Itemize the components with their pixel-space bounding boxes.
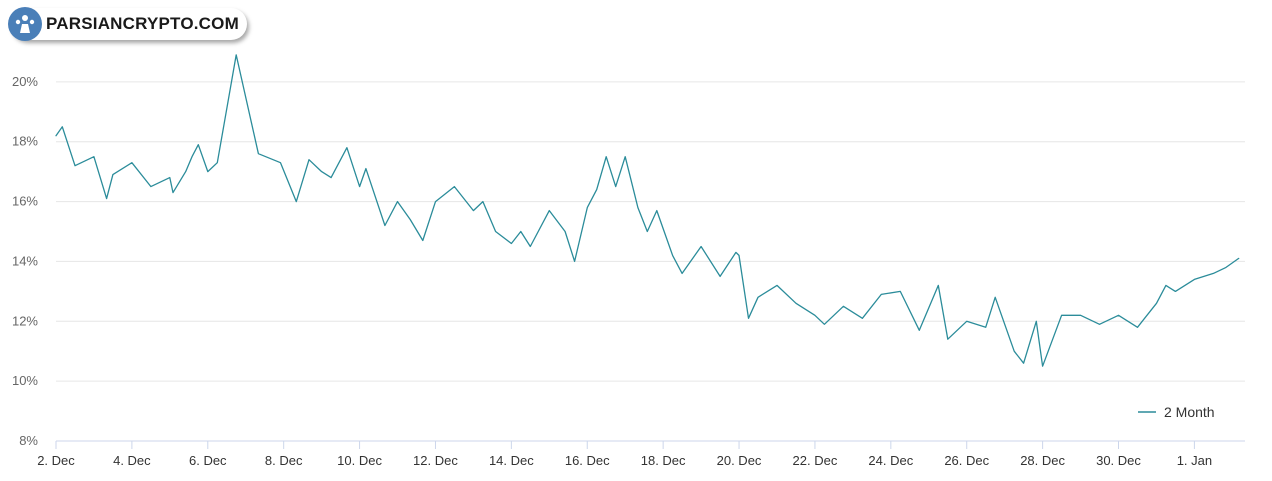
x-tick-label: 1. Jan bbox=[1177, 453, 1212, 468]
y-tick-label: 18% bbox=[12, 134, 38, 149]
y-tick-label: 8% bbox=[19, 433, 38, 448]
y-tick-label: 20% bbox=[12, 74, 38, 89]
x-tick-label: 10. Dec bbox=[337, 453, 382, 468]
series-line-0[interactable] bbox=[55, 54, 1240, 367]
x-tick-label: 24. Dec bbox=[868, 453, 913, 468]
x-tick-label: 4. Dec bbox=[113, 453, 151, 468]
x-axis-labels: 2. Dec 4. Dec 6. Dec 8. Dec 10. Dec 12. Dec 14… bbox=[37, 453, 1212, 468]
x-axis-ticks bbox=[55, 441, 1195, 449]
watermark: PARSIANCRYPTO.COM bbox=[8, 7, 247, 41]
legend-label: 2 Month bbox=[1164, 404, 1215, 420]
legend[interactable]: 2 Month bbox=[1138, 404, 1215, 420]
x-tick-label: 8. Dec bbox=[265, 453, 303, 468]
grid-lines bbox=[56, 81, 1245, 382]
x-tick-label: 16. Dec bbox=[565, 453, 610, 468]
y-tick-label: 10% bbox=[12, 373, 38, 388]
x-tick-label: 18. Dec bbox=[641, 453, 686, 468]
y-tick-label: 12% bbox=[12, 313, 38, 328]
x-tick-label: 26. Dec bbox=[944, 453, 989, 468]
y-tick-label: 14% bbox=[12, 253, 38, 268]
logo-icon bbox=[8, 7, 42, 41]
x-tick-label: 28. Dec bbox=[1020, 453, 1065, 468]
watermark-text: PARSIANCRYPTO.COM bbox=[46, 14, 239, 33]
x-tick-label: 2. Dec bbox=[37, 453, 75, 468]
x-tick-label: 6. Dec bbox=[189, 453, 227, 468]
series-layer bbox=[55, 54, 1240, 367]
x-tick-label: 14. Dec bbox=[489, 453, 534, 468]
x-tick-label: 12. Dec bbox=[413, 453, 458, 468]
x-tick-label: 20. Dec bbox=[717, 453, 762, 468]
x-tick-label: 22. Dec bbox=[793, 453, 838, 468]
y-tick-label: 16% bbox=[12, 194, 38, 209]
y-axis-labels: 8% 10% 12% 14% 16% 18% 20% bbox=[12, 74, 38, 448]
x-tick-label: 30. Dec bbox=[1096, 453, 1141, 468]
